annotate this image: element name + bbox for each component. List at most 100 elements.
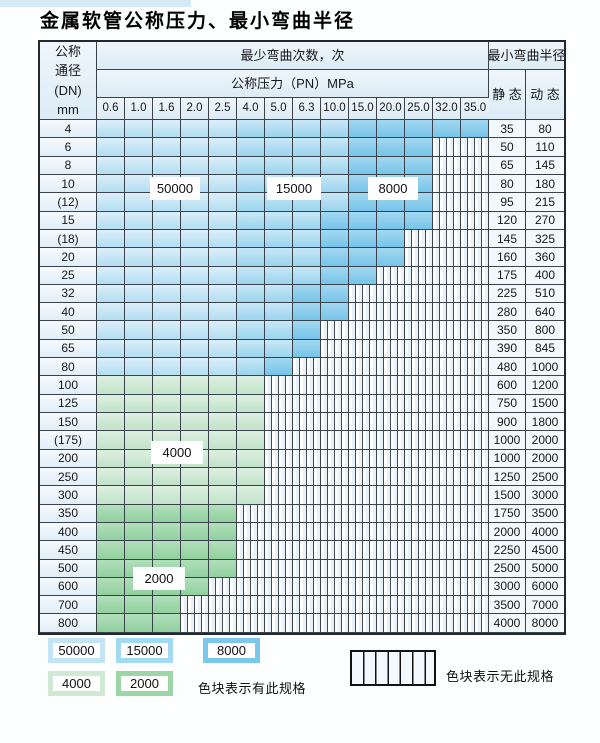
spec-cell	[125, 339, 153, 359]
spec-cell	[237, 522, 265, 542]
spec-cell	[209, 339, 237, 359]
no-spec-legend-text: 色块表示无此规格	[446, 669, 555, 684]
spec-cell	[321, 266, 349, 285]
spec-cell	[377, 266, 405, 285]
dynamic-radius-cell: 1200	[526, 376, 564, 395]
spec-cell	[237, 266, 265, 285]
pressure-tick: 32.0	[433, 98, 461, 120]
spec-cell	[405, 321, 433, 340]
spec-cell	[209, 303, 237, 322]
spec-cell	[293, 559, 321, 578]
spec-cell	[461, 449, 489, 468]
spec-cell	[265, 541, 293, 560]
spec-cell	[377, 156, 405, 175]
spec-cell	[181, 358, 209, 377]
static-radius-cell: 3500	[489, 596, 526, 615]
spec-cell	[293, 284, 321, 304]
spec-cell	[461, 156, 489, 175]
region-value-label: 4000	[151, 441, 203, 464]
spec-cell	[293, 449, 321, 468]
spec-cell	[209, 504, 237, 523]
spec-cell	[125, 120, 153, 139]
spec-cell	[405, 248, 433, 267]
spec-cell	[293, 614, 321, 633]
spec-cell	[153, 376, 181, 395]
spec-cell	[209, 248, 237, 267]
spec-cell	[125, 138, 153, 157]
spec-cell	[293, 541, 321, 560]
dn-cell: 250	[40, 467, 97, 487]
spec-cell	[433, 284, 461, 304]
dynamic-radius-cell: 7000	[526, 596, 564, 615]
spec-cell	[237, 174, 265, 194]
legend-chip-50000: 50000	[48, 638, 105, 663]
spec-cell	[125, 284, 153, 304]
spec-cell	[433, 486, 461, 505]
spec-cell	[125, 248, 153, 267]
spec-cell	[349, 522, 377, 542]
spec-cell	[265, 394, 293, 413]
spec-cell	[125, 266, 153, 285]
nominal-pressure-header: 公称压力（PN）MPa	[97, 70, 489, 98]
static-radius-cell: 50	[489, 138, 526, 157]
spec-cell	[237, 614, 265, 633]
dn-cell: 6	[40, 138, 97, 157]
spec-cell	[349, 229, 377, 249]
spec-cell	[153, 413, 181, 432]
spec-cell	[125, 486, 153, 505]
static-radius-cell: 80	[489, 174, 526, 194]
spec-cell	[237, 284, 265, 304]
spec-cell	[461, 266, 489, 285]
spec-cell	[97, 559, 125, 578]
spec-cell	[153, 486, 181, 505]
spec-cell	[237, 449, 265, 468]
pressure-tick: 1.0	[125, 98, 153, 120]
dynamic-radius-cell: 6000	[526, 577, 564, 597]
spec-cell	[405, 596, 433, 615]
spec-cell	[181, 229, 209, 249]
no-spec-hatch-swatch	[350, 650, 436, 686]
spec-cell	[181, 284, 209, 304]
spec-cell	[405, 138, 433, 157]
dn-cell: (18)	[40, 229, 97, 249]
spec-cell	[125, 467, 153, 487]
spec-cell	[377, 467, 405, 487]
spec-cell	[237, 193, 265, 212]
static-radius-cell: 35	[489, 120, 526, 139]
spec-cell	[433, 596, 461, 615]
dynamic-radius-cell: 145	[526, 156, 564, 175]
spec-cell	[209, 120, 237, 139]
dynamic-radius-cell: 3000	[526, 486, 564, 505]
spec-cell	[237, 394, 265, 413]
spec-cell	[181, 467, 209, 487]
static-radius-cell: 160	[489, 248, 526, 267]
spec-grid: 公称 通径 (DN) mm 最少弯曲次数，次 最小弯曲半径 公称压力（PN）MP…	[38, 40, 566, 635]
spec-cell	[433, 248, 461, 267]
spec-cell	[237, 358, 265, 377]
legend-chip-label: 2000	[121, 676, 168, 691]
spec-cell	[97, 248, 125, 267]
spec-cell	[265, 339, 293, 359]
spec-cell	[97, 303, 125, 322]
spec-cell	[349, 596, 377, 615]
legend-chip-4000: 4000	[48, 671, 105, 696]
dn-cell: 125	[40, 394, 97, 413]
spec-cell	[97, 541, 125, 560]
spec-cell	[293, 522, 321, 542]
spec-cell	[265, 156, 293, 175]
spec-cell	[153, 614, 181, 633]
static-radius-cell: 95	[489, 193, 526, 212]
spec-cell	[125, 229, 153, 249]
spec-cell	[125, 321, 153, 340]
spec-cell	[321, 413, 349, 432]
spec-cell	[321, 577, 349, 597]
spec-cell	[433, 431, 461, 450]
dn-cell: 40	[40, 303, 97, 322]
spec-cell	[237, 211, 265, 230]
dynamic-radius-cell: 510	[526, 284, 564, 304]
spec-cell	[461, 577, 489, 597]
spec-cell	[405, 614, 433, 633]
spec-cell	[405, 541, 433, 560]
dynamic-radius-cell: 400	[526, 266, 564, 285]
spec-cell	[321, 303, 349, 322]
